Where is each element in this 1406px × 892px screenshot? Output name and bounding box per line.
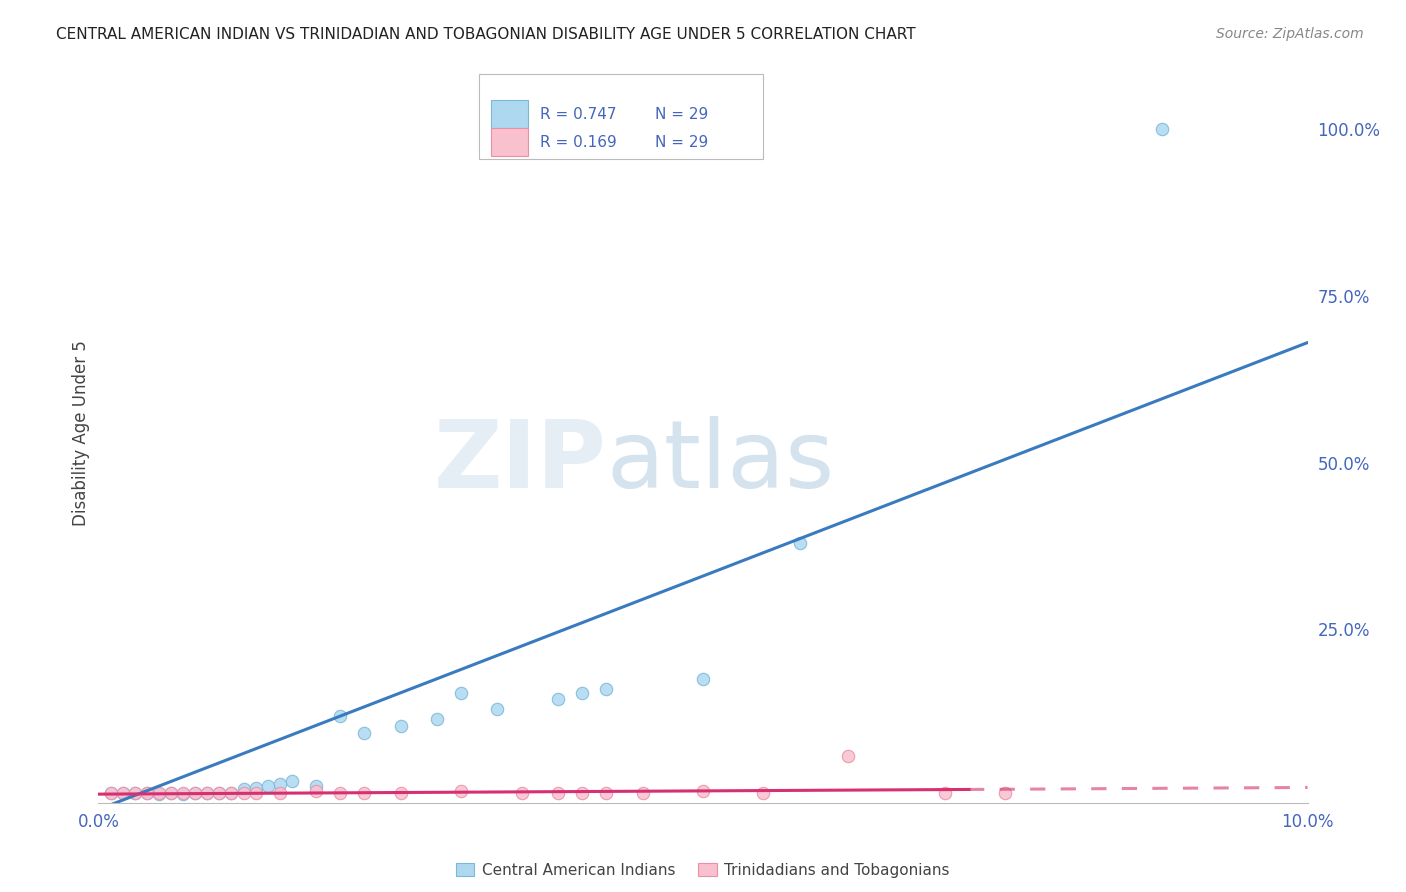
Point xyxy=(148,787,170,801)
Point xyxy=(329,787,352,801)
Text: N = 29: N = 29 xyxy=(655,107,707,122)
Text: ZIP: ZIP xyxy=(433,417,606,508)
Point xyxy=(232,787,254,801)
Point xyxy=(111,787,134,801)
Point xyxy=(195,787,218,801)
Point xyxy=(245,787,267,801)
FancyBboxPatch shape xyxy=(492,100,527,128)
Point xyxy=(692,784,714,798)
Point xyxy=(111,787,134,801)
Point xyxy=(195,787,218,801)
Point xyxy=(160,787,183,801)
Point xyxy=(208,787,231,801)
Point xyxy=(256,779,278,793)
Text: atlas: atlas xyxy=(606,417,835,508)
Point xyxy=(232,782,254,797)
Point xyxy=(631,787,654,801)
Point xyxy=(1152,122,1174,136)
Point xyxy=(124,787,146,801)
Point xyxy=(221,787,243,801)
Point xyxy=(329,709,352,723)
Point xyxy=(124,787,146,801)
Point xyxy=(172,787,194,801)
Point xyxy=(148,787,170,801)
Text: CENTRAL AMERICAN INDIAN VS TRINIDADIAN AND TOBAGONIAN DISABILITY AGE UNDER 5 COR: CENTRAL AMERICAN INDIAN VS TRINIDADIAN A… xyxy=(56,27,915,42)
Point xyxy=(160,787,183,801)
Point xyxy=(426,713,449,727)
Point xyxy=(184,787,207,801)
Text: R = 0.747: R = 0.747 xyxy=(540,107,616,122)
Point xyxy=(547,787,569,801)
Point xyxy=(172,787,194,801)
Point xyxy=(510,787,533,801)
Point xyxy=(692,673,714,687)
Point xyxy=(571,686,593,700)
Point xyxy=(269,787,291,801)
Point xyxy=(305,784,328,798)
Point xyxy=(305,779,328,793)
Point xyxy=(184,787,207,801)
Point xyxy=(752,787,775,801)
FancyBboxPatch shape xyxy=(492,128,527,156)
Point xyxy=(837,749,859,764)
Point xyxy=(934,787,956,801)
Point xyxy=(994,787,1017,801)
Legend: Central American Indians, Trinidadians and Tobagonians: Central American Indians, Trinidadians a… xyxy=(450,857,956,884)
Point xyxy=(353,787,375,801)
Text: N = 29: N = 29 xyxy=(655,135,707,150)
Point xyxy=(353,725,375,739)
Point xyxy=(135,787,157,801)
Text: R = 0.169: R = 0.169 xyxy=(540,135,616,150)
Point xyxy=(595,787,617,801)
FancyBboxPatch shape xyxy=(479,73,763,159)
Point xyxy=(208,787,231,801)
Point xyxy=(595,682,617,697)
Point xyxy=(135,787,157,801)
Point xyxy=(269,777,291,791)
Point xyxy=(571,787,593,801)
Point xyxy=(281,774,304,789)
Point xyxy=(221,787,243,801)
Y-axis label: Disability Age Under 5: Disability Age Under 5 xyxy=(72,340,90,525)
Point xyxy=(486,702,509,716)
Point xyxy=(100,787,122,801)
Text: Source: ZipAtlas.com: Source: ZipAtlas.com xyxy=(1216,27,1364,41)
Point xyxy=(389,787,412,801)
Point xyxy=(547,692,569,706)
Point xyxy=(450,784,472,798)
Point xyxy=(245,781,267,796)
Point xyxy=(389,719,412,733)
Point xyxy=(100,787,122,801)
Point xyxy=(450,686,472,700)
Point xyxy=(789,535,811,549)
